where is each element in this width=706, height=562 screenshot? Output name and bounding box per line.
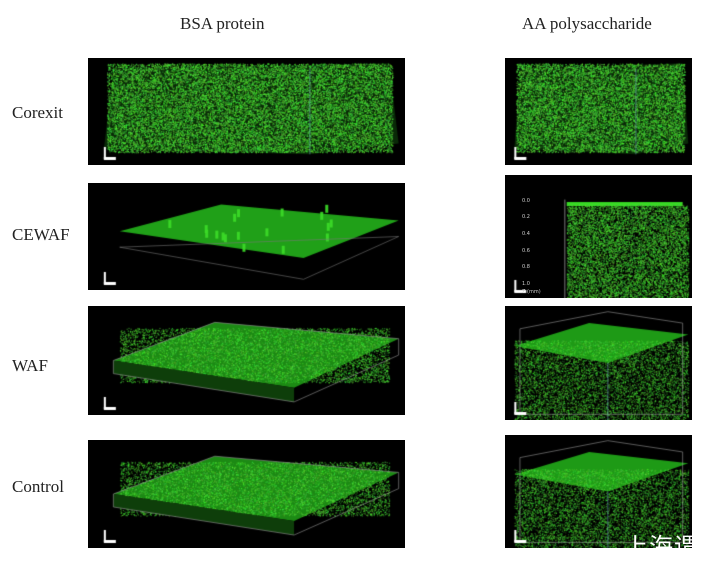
row-label-cewaf: CEWAF bbox=[12, 225, 70, 244]
column-header-bsa: BSA protein bbox=[180, 14, 265, 33]
z-tick: 0.0 bbox=[522, 198, 530, 204]
z-tick: 0.2 bbox=[522, 214, 530, 220]
image-bsa-corexit bbox=[88, 58, 405, 165]
image-aa-waf bbox=[505, 306, 692, 420]
row-label-corexit: Corexit bbox=[12, 103, 63, 122]
image-bsa-waf bbox=[88, 306, 405, 415]
image-aa-control bbox=[505, 435, 692, 548]
image-aa-corexit bbox=[505, 58, 692, 165]
z-tick: 0.8 bbox=[522, 264, 530, 270]
watermark: 上海谓 bbox=[624, 533, 699, 561]
image-bsa-control bbox=[88, 440, 405, 548]
z-tick: 0.4 bbox=[522, 231, 530, 237]
row-label-waf: WAF bbox=[12, 356, 48, 375]
row-label-control: Control bbox=[12, 477, 64, 496]
z-tick: 1.0 bbox=[522, 281, 530, 287]
image-bsa-cewaf bbox=[88, 183, 405, 290]
z-tick: 0.6 bbox=[522, 248, 530, 254]
z-axis-label: Z (mm) bbox=[522, 289, 541, 295]
column-header-aa: AA polysaccharide bbox=[522, 14, 652, 33]
image-aa-cewaf bbox=[505, 175, 692, 298]
